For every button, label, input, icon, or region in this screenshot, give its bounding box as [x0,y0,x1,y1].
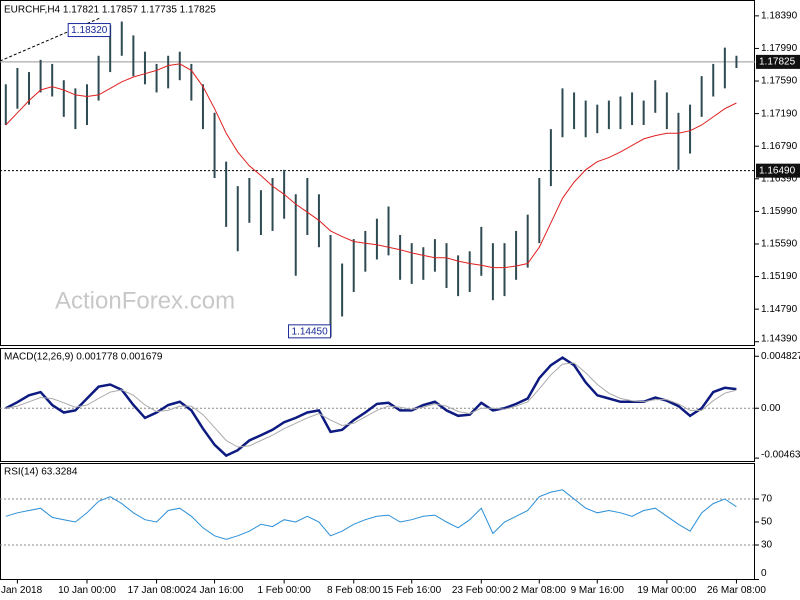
y-tick-label: 1.17990 [761,43,798,54]
price-panel [0,0,755,346]
x-tick-label: 24 Jan 16:00 [186,585,244,596]
x-tick-label: 19 Mar 00:00 [637,585,696,596]
y-tick-label: 0 [761,568,767,579]
y-tick-label: 1.16790 [761,141,798,152]
y-tick-label: 1.15990 [761,206,798,217]
watermark: ActionForex.com [55,287,235,314]
chart-title: EURCHF,H4 1.17821 1.17857 1.17735 1.1782… [4,5,216,16]
x-tick-label: 1 Feb 00:00 [257,585,311,596]
y-tick-label: 70 [761,494,773,505]
y-tick-label: 1.17190 [761,108,798,119]
price-label: 1.17825 [759,57,796,68]
x-tick-label: 17 Jan 08:00 [128,585,186,596]
x-tick-label: 9 Mar 16:00 [571,585,625,596]
x-tick-label: 15 Feb 16:00 [382,585,441,596]
y-tick-label: 50 [761,517,773,528]
series-line [5,356,737,458]
moving-average [5,63,737,269]
macd-title: MACD(12,26,9) 0.001778 0.001679 [4,352,163,363]
price-label: 1.16490 [759,165,796,176]
y-tick-label: 0.00 [761,403,781,414]
y-tick-label: 30 [761,540,773,551]
y-tick-label: 1.15190 [761,271,798,282]
y-tick-label: 1.17590 [761,76,798,87]
annotation-label: 1.14450 [292,326,329,337]
series-line [5,362,737,448]
annotation-box [67,23,111,38]
price-label-box [756,163,800,178]
annotation-box [288,324,332,339]
x-tick-label: 10 Jan 00:00 [58,585,116,596]
x-tick-label: 8 Feb 08:00 [327,585,381,596]
y-tick-label: 1.14390 [761,334,798,345]
macd-panel [0,348,755,462]
annotation-label: 1.18320 [71,25,108,36]
x-tick-label: 26 Mar 08:00 [707,585,766,596]
x-tick-label: 2 Mar 08:00 [513,585,567,596]
rsi-panel [0,463,755,580]
y-tick-label: -0.004632 [761,450,800,461]
y-tick-label: 1.16390 [761,173,798,184]
x-tick-label: 23 Feb 00:00 [452,585,511,596]
x-tick-label: 2 Jan 2018 [0,585,43,596]
rsi-title: RSI(14) 63.3284 [4,467,78,478]
y-tick-label: 1.15590 [761,239,798,250]
price-label-box [756,54,800,69]
y-tick-label: 1.14790 [761,304,798,315]
series-line [5,489,737,540]
y-tick-label: 0.004827 [761,351,800,362]
y-tick-label: 1.18390 [761,10,798,21]
